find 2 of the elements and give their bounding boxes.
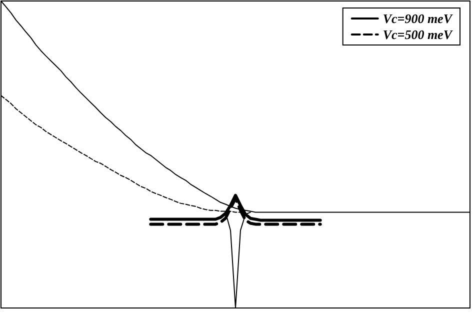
legend-label: Vc=500 meV	[382, 27, 454, 42]
legend-label: Vc=900 meV	[382, 11, 454, 26]
